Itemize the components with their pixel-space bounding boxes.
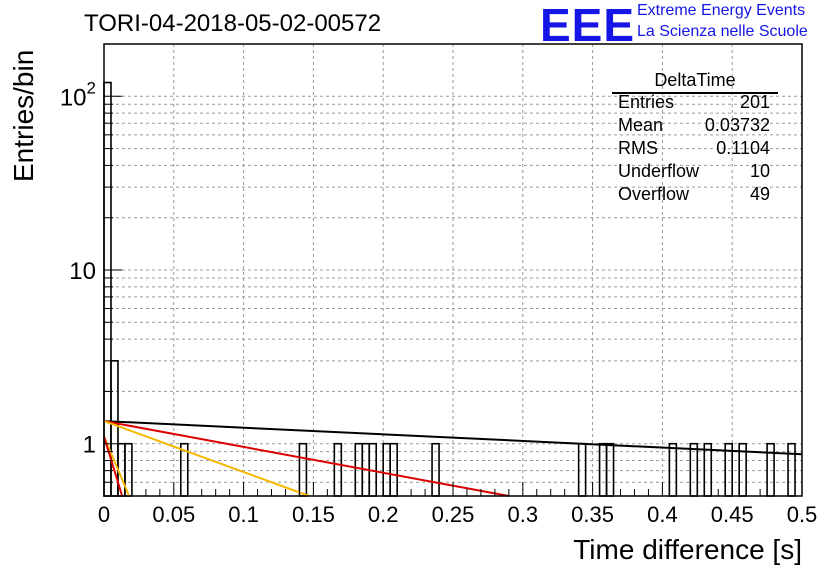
x-tick-labels: 0 0.05 0.1 0.15 0.2 0.25 0.3 0.35 0.4 0.45 0.5 bbox=[98, 502, 817, 527]
stats-box-title: DeltaTime bbox=[654, 70, 736, 90]
stats-value: 0.1104 bbox=[716, 138, 770, 158]
run-title: TORI-04-2018-05-02-00572 bbox=[84, 10, 382, 37]
stats-label: RMS bbox=[618, 138, 658, 158]
axis-ticks bbox=[103, 43, 803, 497]
stats-value: 10 bbox=[749, 161, 770, 181]
histogram-bar bbox=[103, 81, 112, 497]
stats-label: Entries bbox=[618, 92, 675, 112]
fit-line bbox=[103, 420, 310, 497]
stats-row-mean: Mean 0.03732 bbox=[618, 115, 770, 137]
stats-row-entries: Entries 201 bbox=[618, 92, 770, 114]
y-tick-labels: 1 10 102 bbox=[60, 78, 96, 458]
logo-text-line1: Extreme Energy Events bbox=[637, 2, 806, 19]
fit-line bbox=[103, 436, 131, 497]
x-tick-label: 0.25 bbox=[432, 502, 475, 527]
stats-label: Mean bbox=[618, 115, 664, 135]
y-tick-label: 102 bbox=[60, 78, 96, 111]
fit-line bbox=[103, 420, 510, 497]
stats-box-divider bbox=[612, 92, 778, 94]
x-tick-label: 0.45 bbox=[711, 502, 754, 527]
x-tick-label: 0.3 bbox=[508, 502, 539, 527]
y-tick-label: 10 bbox=[69, 258, 96, 285]
y-axis-title: Entries/bin bbox=[8, 49, 39, 182]
x-axis-title: Time difference [s] bbox=[573, 534, 802, 565]
x-tick-label: 0.15 bbox=[292, 502, 335, 527]
x-tick-label: 0.35 bbox=[571, 502, 614, 527]
x-tick-label: 0 bbox=[98, 502, 110, 527]
stats-row-rms: RMS 0.1104 bbox=[618, 138, 770, 160]
fit-line bbox=[103, 420, 803, 456]
y-tick-label: 1 bbox=[83, 432, 96, 459]
eee-logo: EEE bbox=[540, 0, 636, 51]
stats-row-overflow: Overflow 49 bbox=[618, 184, 770, 206]
x-tick-label: 0.05 bbox=[152, 502, 195, 527]
stats-label: Overflow bbox=[618, 184, 690, 204]
stats-value: 201 bbox=[739, 92, 770, 112]
fit-lines bbox=[103, 420, 803, 497]
stats-label: Underflow bbox=[618, 161, 700, 181]
x-tick-label: 0.1 bbox=[228, 502, 259, 527]
logo-text-line2: La Scienza nelle Scuole bbox=[637, 23, 808, 40]
stats-value: 0.03732 bbox=[704, 115, 770, 135]
stats-value: 49 bbox=[749, 184, 770, 204]
stats-row-underflow: Underflow 10 bbox=[618, 161, 770, 183]
x-tick-label: 0.4 bbox=[647, 502, 678, 527]
fit-line bbox=[103, 436, 124, 497]
x-tick-label: 0.2 bbox=[368, 502, 399, 527]
x-tick-label: 0.5 bbox=[787, 502, 818, 527]
